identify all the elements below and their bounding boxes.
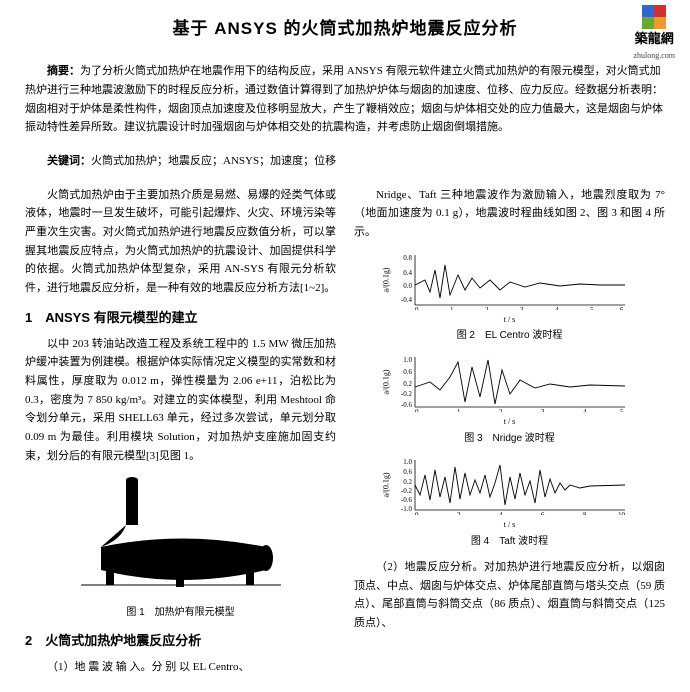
figure-2: a/(0.1g) 0.8 0.4 0.0 -0.4 0123456 t / s …	[354, 250, 665, 345]
svg-text:0: 0	[415, 511, 419, 515]
svg-text:0.2: 0.2	[403, 478, 412, 486]
svg-text:10: 10	[618, 511, 626, 515]
chart-xlabel: t / s	[354, 314, 665, 327]
section-1-paragraph: 以中 203 转油站改造工程及系统工程中的 1.5 MW 微压加热炉缓冲装置为例…	[25, 335, 336, 466]
svg-text:4: 4	[499, 511, 503, 515]
keywords-label: 关键词：	[47, 155, 91, 167]
chart-ylabel: a/(0.1g)	[380, 473, 393, 498]
left-column: 火筒式加热炉由于主要加热介质是易燃、易爆的烃类气体或液体，地震时一旦发生破坏，可…	[25, 186, 336, 677]
heater-model-icon	[71, 475, 291, 595]
svg-text:3: 3	[541, 408, 545, 412]
svg-text:-0.6: -0.6	[400, 496, 412, 504]
intro-paragraph: 火筒式加热炉由于主要加热介质是易燃、易爆的烃类气体或液体，地震时一旦发生破坏，可…	[25, 186, 336, 298]
svg-text:1.0: 1.0	[403, 356, 412, 364]
section-heading-2: 2 火筒式加热炉地震反应分析	[25, 631, 336, 652]
figure-1: 图 1 加热炉有限元模型	[25, 475, 336, 621]
figure-4-caption: 图 4 Taft 波时程	[354, 534, 665, 550]
svg-text:2: 2	[457, 511, 461, 515]
section-heading-1: 1 ANSYS 有限元模型的建立	[25, 308, 336, 329]
svg-text:0.2: 0.2	[403, 380, 412, 388]
chart-xlabel: t / s	[354, 416, 665, 429]
waveform-icon: 0.8 0.4 0.0 -0.4 0 1 2 3 4 5 6	[390, 250, 630, 310]
svg-text:3: 3	[520, 306, 524, 310]
svg-text:0.6: 0.6	[403, 468, 412, 476]
svg-text:5: 5	[590, 306, 594, 310]
chart-nridge: a/(0.1g) 1.0 0.6 0.2 -0.2 -0.6 012345	[390, 352, 630, 412]
abstract-label: 摘要：	[47, 65, 80, 77]
chart-elcentro: a/(0.1g) 0.8 0.4 0.0 -0.4 0123456	[390, 250, 630, 310]
svg-text:1: 1	[450, 306, 454, 310]
svg-text:4: 4	[583, 408, 587, 412]
abstract-block: 摘要：为了分析火筒式加热炉在地震作用下的结构反应，采用 ANSYS 有限元软件建…	[25, 62, 665, 137]
figure-4: a/(0.1g) 1.0 0.6 0.2 -0.2 -0.6 -1.0 0 2 4 6…	[354, 455, 665, 550]
svg-text:-0.2: -0.2	[400, 487, 412, 495]
page-title: 基于 ANSYS 的火筒式加热炉地震反应分析	[25, 15, 665, 42]
chart-taft: a/(0.1g) 1.0 0.6 0.2 -0.2 -0.6 -1.0 0246…	[390, 455, 630, 515]
waveform-icon: 1.0 0.6 0.2 -0.2 -0.6 0 1 2 3 4 5	[390, 352, 630, 412]
svg-text:0.0: 0.0	[403, 282, 412, 290]
two-column-layout: 火筒式加热炉由于主要加热介质是易燃、易爆的烃类气体或液体，地震时一旦发生破坏，可…	[25, 186, 665, 677]
svg-text:0.6: 0.6	[403, 368, 412, 376]
svg-text:4: 4	[555, 306, 559, 310]
svg-text:0.8: 0.8	[403, 254, 412, 262]
svg-text:0.4: 0.4	[403, 269, 412, 277]
svg-text:0: 0	[415, 408, 419, 412]
svg-text:-1.0: -1.0	[400, 505, 412, 513]
svg-text:1: 1	[457, 408, 461, 412]
svg-text:1.0: 1.0	[403, 458, 412, 466]
right-column: Nridge、Taft 三种地震波作为激励输入，地震烈度取为 7°（地面加速度为…	[354, 186, 665, 677]
logo-brand: 築龍網	[633, 29, 675, 50]
chart-xlabel: t / s	[354, 519, 665, 532]
waveform-icon: 1.0 0.6 0.2 -0.2 -0.6 -1.0 0 2 4 6 8 10	[390, 455, 630, 515]
chart-ylabel: a/(0.1g)	[380, 370, 393, 395]
svg-text:-0.2: -0.2	[400, 390, 412, 398]
figure-3-caption: 图 3 Nridge 波时程	[354, 431, 665, 447]
chart-ylabel: a/(0.1g)	[380, 267, 393, 292]
section-2-p1: （1）地 震 波 输 入。分 别 以 EL Centro、	[25, 658, 336, 677]
section-2-p2: （2）地震反应分析。对加热炉进行地震反应分析，以烟囱顶点、中点、烟囱与炉体交点、…	[354, 558, 665, 633]
svg-text:5: 5	[620, 408, 624, 412]
svg-text:8: 8	[583, 511, 587, 515]
keywords-text: 火筒式加热炉；地震反应；ANSYS；加速度；位移	[91, 155, 336, 167]
svg-text:2: 2	[499, 408, 503, 412]
logo-icon	[642, 5, 666, 29]
figure-3: a/(0.1g) 1.0 0.6 0.2 -0.2 -0.6 0 1 2 3 4 5 t …	[354, 352, 665, 447]
logo-url: zhulong.com	[633, 50, 675, 63]
svg-text:-0.4: -0.4	[400, 296, 412, 304]
right-intro: Nridge、Taft 三种地震波作为激励输入，地震烈度取为 7°（地面加速度为…	[354, 186, 665, 242]
svg-text:-0.6: -0.6	[400, 401, 412, 409]
header: 基于 ANSYS 的火筒式加热炉地震反应分析 築龍網 zhulong.com	[25, 15, 665, 42]
site-logo: 築龍網 zhulong.com	[633, 5, 675, 63]
svg-text:2: 2	[485, 306, 489, 310]
keywords-block: 关键词：火筒式加热炉；地震反应；ANSYS；加速度；位移	[25, 152, 665, 171]
abstract-text: 为了分析火筒式加热炉在地震作用下的结构反应，采用 ANSYS 有限元软件建立火筒…	[25, 65, 663, 133]
figure-1-caption: 图 1 加热炉有限元模型	[25, 605, 336, 621]
svg-text:6: 6	[541, 511, 545, 515]
svg-text:6: 6	[620, 306, 624, 310]
figure-2-caption: 图 2 EL Centro 波时程	[354, 328, 665, 344]
svg-text:0: 0	[415, 306, 419, 310]
